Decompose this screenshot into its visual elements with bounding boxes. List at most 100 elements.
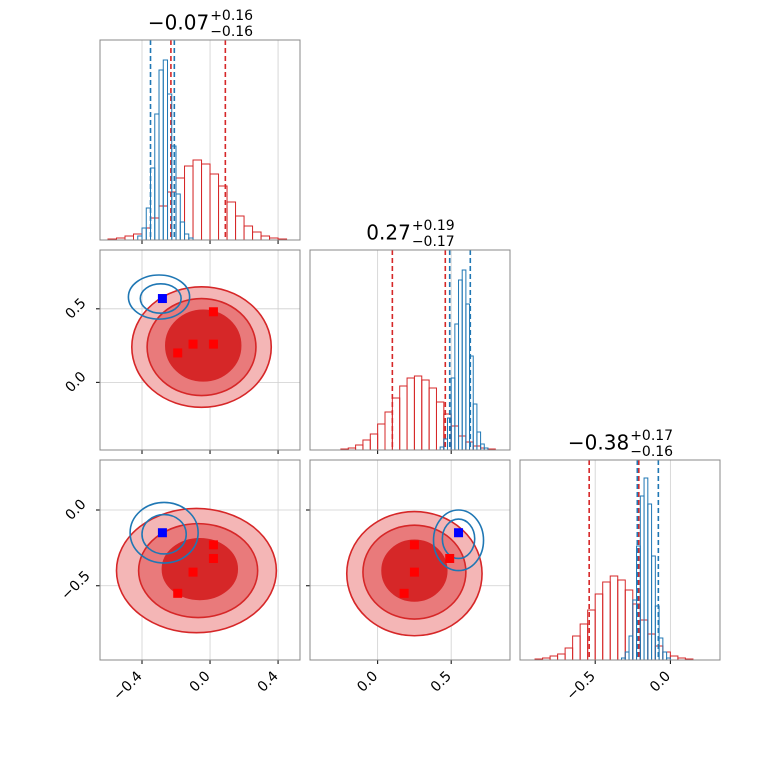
histogram-step	[162, 59, 169, 240]
marker	[157, 528, 167, 538]
panel-frame	[99, 39, 301, 241]
histogram-step	[624, 651, 630, 660]
histogram-step	[413, 375, 423, 450]
histogram-step	[602, 581, 611, 660]
histogram-step	[557, 653, 566, 660]
histogram-step	[651, 555, 656, 660]
panel-frame	[99, 459, 301, 661]
x-tick-label: 0.5	[428, 668, 455, 695]
histogram-step	[184, 165, 194, 240]
histogram-step	[549, 655, 559, 660]
histogram-step	[369, 433, 379, 450]
marker	[409, 540, 419, 550]
histogram-step	[188, 237, 194, 240]
histogram-step	[384, 411, 393, 450]
x-tick-label: 0.0	[354, 668, 381, 695]
panel: −0.4 0.0 0.4 −0.5 0.0	[58, 459, 301, 704]
histogram-step	[184, 233, 190, 240]
histogram-step	[458, 279, 463, 450]
title-lower: −0.17	[412, 234, 455, 250]
x-tick-label: −0.5	[563, 668, 598, 703]
panel-frame	[309, 249, 511, 451]
contour-level	[165, 309, 242, 382]
histogram-step	[564, 647, 574, 660]
plot-area	[318, 250, 510, 450]
panel: −0.07 +0.16−0.16	[99, 8, 301, 244]
panel-frame	[519, 459, 721, 661]
histogram-step	[428, 387, 437, 450]
contour-level	[127, 274, 191, 320]
histogram-step	[628, 635, 634, 660]
marker	[208, 540, 218, 550]
panel: 0.0 0.5	[62, 249, 301, 454]
title-lower: −0.16	[210, 24, 253, 40]
histogram-step	[391, 397, 401, 450]
histogram-step	[175, 193, 181, 240]
histogram-step	[421, 379, 430, 450]
panel: −0.5 0.0 −0.38 +0.17−0.16	[519, 428, 721, 704]
histogram-step	[480, 443, 485, 450]
x-tick-label: 0.4	[255, 668, 282, 695]
contour-level	[129, 501, 199, 564]
contour-level	[441, 518, 476, 560]
histogram-step	[158, 69, 164, 240]
panel: 0.27 +0.19−0.17	[309, 218, 511, 454]
panel-frame	[309, 459, 511, 661]
x-tick-label: 0.0	[647, 668, 674, 695]
histogram-step	[252, 231, 262, 240]
histogram-step	[669, 655, 679, 660]
marker	[173, 588, 183, 598]
marker	[208, 339, 218, 349]
marker	[208, 307, 218, 317]
x-tick-label: −0.4	[110, 668, 145, 703]
histogram-step	[192, 159, 203, 240]
histogram-step	[476, 431, 482, 450]
histogram-step	[662, 651, 668, 660]
histogram-step	[201, 163, 211, 240]
histogram-step	[209, 173, 220, 240]
histogram-step	[636, 545, 641, 660]
panel-title: 0.27	[366, 221, 411, 245]
marker	[399, 588, 409, 598]
plot-area	[310, 460, 510, 660]
histogram-step	[235, 215, 245, 240]
plot-area	[100, 250, 300, 450]
x-tick-label: 0.0	[187, 668, 214, 695]
histogram-step	[609, 575, 619, 660]
histogram-step	[226, 201, 237, 240]
histogram-step	[632, 599, 638, 660]
title-upper: +0.19	[412, 218, 455, 234]
histogram-step	[658, 637, 664, 660]
histogram-step	[666, 657, 671, 660]
histogram-step	[179, 221, 186, 240]
marker	[188, 567, 198, 577]
histogram-step	[137, 235, 143, 240]
histogram-step	[617, 579, 626, 660]
histogram-step	[461, 269, 467, 450]
plot-area	[100, 460, 300, 660]
histogram-step	[647, 503, 653, 660]
plot-area	[100, 40, 296, 240]
y-tick-label: −0.5	[58, 568, 93, 603]
plot-area	[527, 460, 701, 660]
histogram-step	[124, 235, 135, 240]
marker	[188, 339, 198, 349]
histogram-step	[435, 401, 445, 450]
marker	[157, 294, 167, 304]
y-tick-label: 0.0	[62, 369, 89, 396]
y-tick-label: 0.5	[62, 295, 89, 322]
histogram-step	[594, 593, 604, 660]
title-upper: +0.16	[210, 8, 253, 24]
histogram-step	[454, 323, 460, 450]
contour-level	[432, 509, 485, 572]
contour-level	[139, 283, 182, 315]
contour-level	[161, 537, 239, 601]
marker	[208, 553, 218, 563]
histogram-step	[399, 385, 408, 450]
panel-title: −0.38	[568, 431, 629, 455]
panel-frame	[99, 249, 301, 451]
title-lower: −0.16	[630, 444, 673, 460]
histogram-step	[643, 477, 649, 660]
histogram-step	[260, 235, 271, 240]
